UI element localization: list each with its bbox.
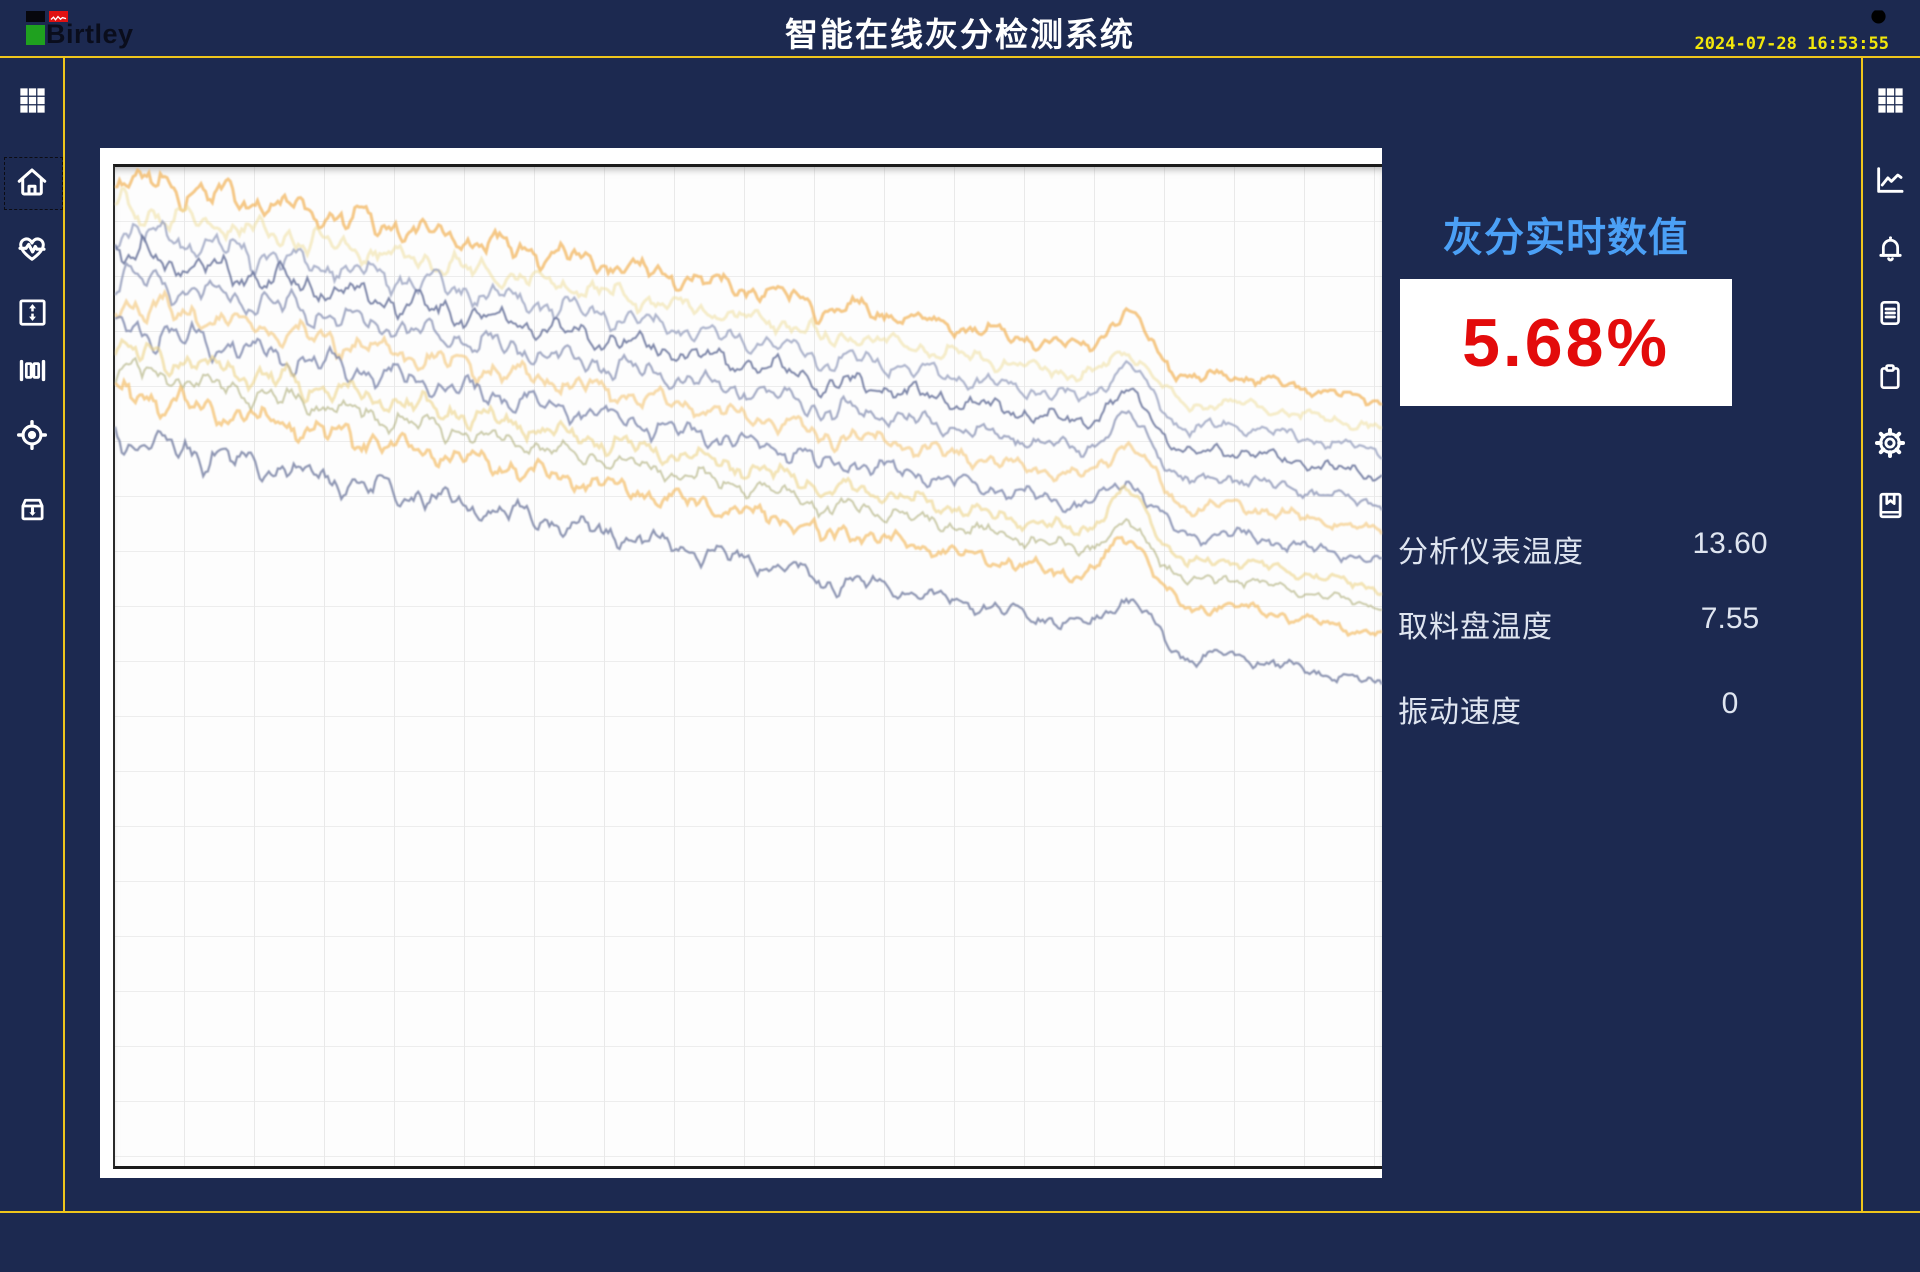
material-box-icon	[21, 498, 43, 520]
logo-black-square	[26, 11, 45, 22]
nav-apps-grid-button[interactable]	[8, 76, 56, 124]
report-document-icon	[1880, 301, 1900, 325]
active-item-focus-outline	[4, 157, 63, 210]
frame-line-top	[0, 56, 1920, 58]
nav-report-button[interactable]	[1866, 289, 1914, 337]
nav-alarm-button[interactable]	[1866, 224, 1914, 272]
nav-trend-chart-button[interactable]	[1866, 156, 1914, 204]
logo-green-square	[26, 25, 45, 45]
reading-label: 分析仪表温度	[1398, 536, 1584, 569]
home-icon	[17, 168, 47, 196]
ash-value-card: 5.68%	[1400, 279, 1732, 406]
trend-lines	[115, 167, 1382, 685]
vertical-range-icon	[18, 298, 46, 326]
page-title: 智能在线灰分检测系统	[785, 16, 1135, 53]
record-book-icon	[1879, 492, 1901, 518]
ash-value: 5.68%	[1462, 304, 1670, 381]
nav-health-monitor-button[interactable]	[8, 224, 56, 272]
brand-logo: Birtley	[26, 9, 166, 49]
reading-row-tray-temp: 取料盘温度 7.55	[1398, 602, 1818, 644]
nav-home-button[interactable]	[8, 158, 56, 206]
reading-value: 7.55	[1700, 602, 1760, 635]
settings-gear-icon	[1874, 427, 1906, 459]
frame-line-bottom	[0, 1211, 1920, 1213]
reading-row-analyzer-temp: 分析仪表温度 13.60	[1398, 527, 1818, 569]
target-icon	[16, 419, 48, 451]
power-button[interactable]	[1864, 2, 1892, 30]
trend-chart-panel	[100, 148, 1382, 1178]
reading-label: 取料盘温度	[1398, 611, 1553, 644]
nav-vertical-range-button[interactable]	[8, 288, 56, 336]
logo-text: Birtley	[46, 19, 134, 49]
clipboard-icon	[1880, 364, 1900, 389]
alarm-bell-icon	[1878, 235, 1902, 261]
logo-red-square	[49, 11, 68, 22]
trend-chart-icon	[1877, 167, 1904, 193]
frame-line-left	[63, 56, 65, 1213]
apps-grid-icon	[19, 87, 45, 113]
logo-wave-icon	[50, 15, 67, 21]
nav-columns-gauge-button[interactable]	[8, 346, 56, 394]
nav-target-button[interactable]	[8, 411, 56, 459]
ash-panel-title: 灰分实时数值	[1443, 216, 1689, 260]
frame-line-right	[1861, 56, 1863, 1213]
nav-material-box-button[interactable]	[8, 484, 56, 532]
nav-clipboard-button[interactable]	[1866, 353, 1914, 401]
nav-record-book-button[interactable]	[1866, 481, 1914, 529]
datetime-display: 2024-07-28 16:53:55	[1694, 34, 1889, 54]
reading-value: 0	[1721, 687, 1739, 720]
reading-value: 13.60	[1692, 527, 1768, 560]
header-bar: Birtley 智能在线灰分检测系统 2024-07-28 16:53:55	[0, 0, 1920, 56]
heart-pulse-icon	[18, 237, 46, 261]
power-icon	[1870, 9, 1886, 23]
nav-settings-button[interactable]	[1866, 419, 1914, 467]
apps-grid-icon	[1877, 87, 1903, 113]
reading-label: 振动速度	[1398, 696, 1522, 729]
trend-plot-area	[113, 164, 1382, 1169]
nav-apps-grid-right-button[interactable]	[1866, 76, 1914, 124]
reading-row-vibration-speed: 振动速度 0	[1398, 687, 1818, 729]
columns-gauge-icon	[19, 359, 45, 381]
